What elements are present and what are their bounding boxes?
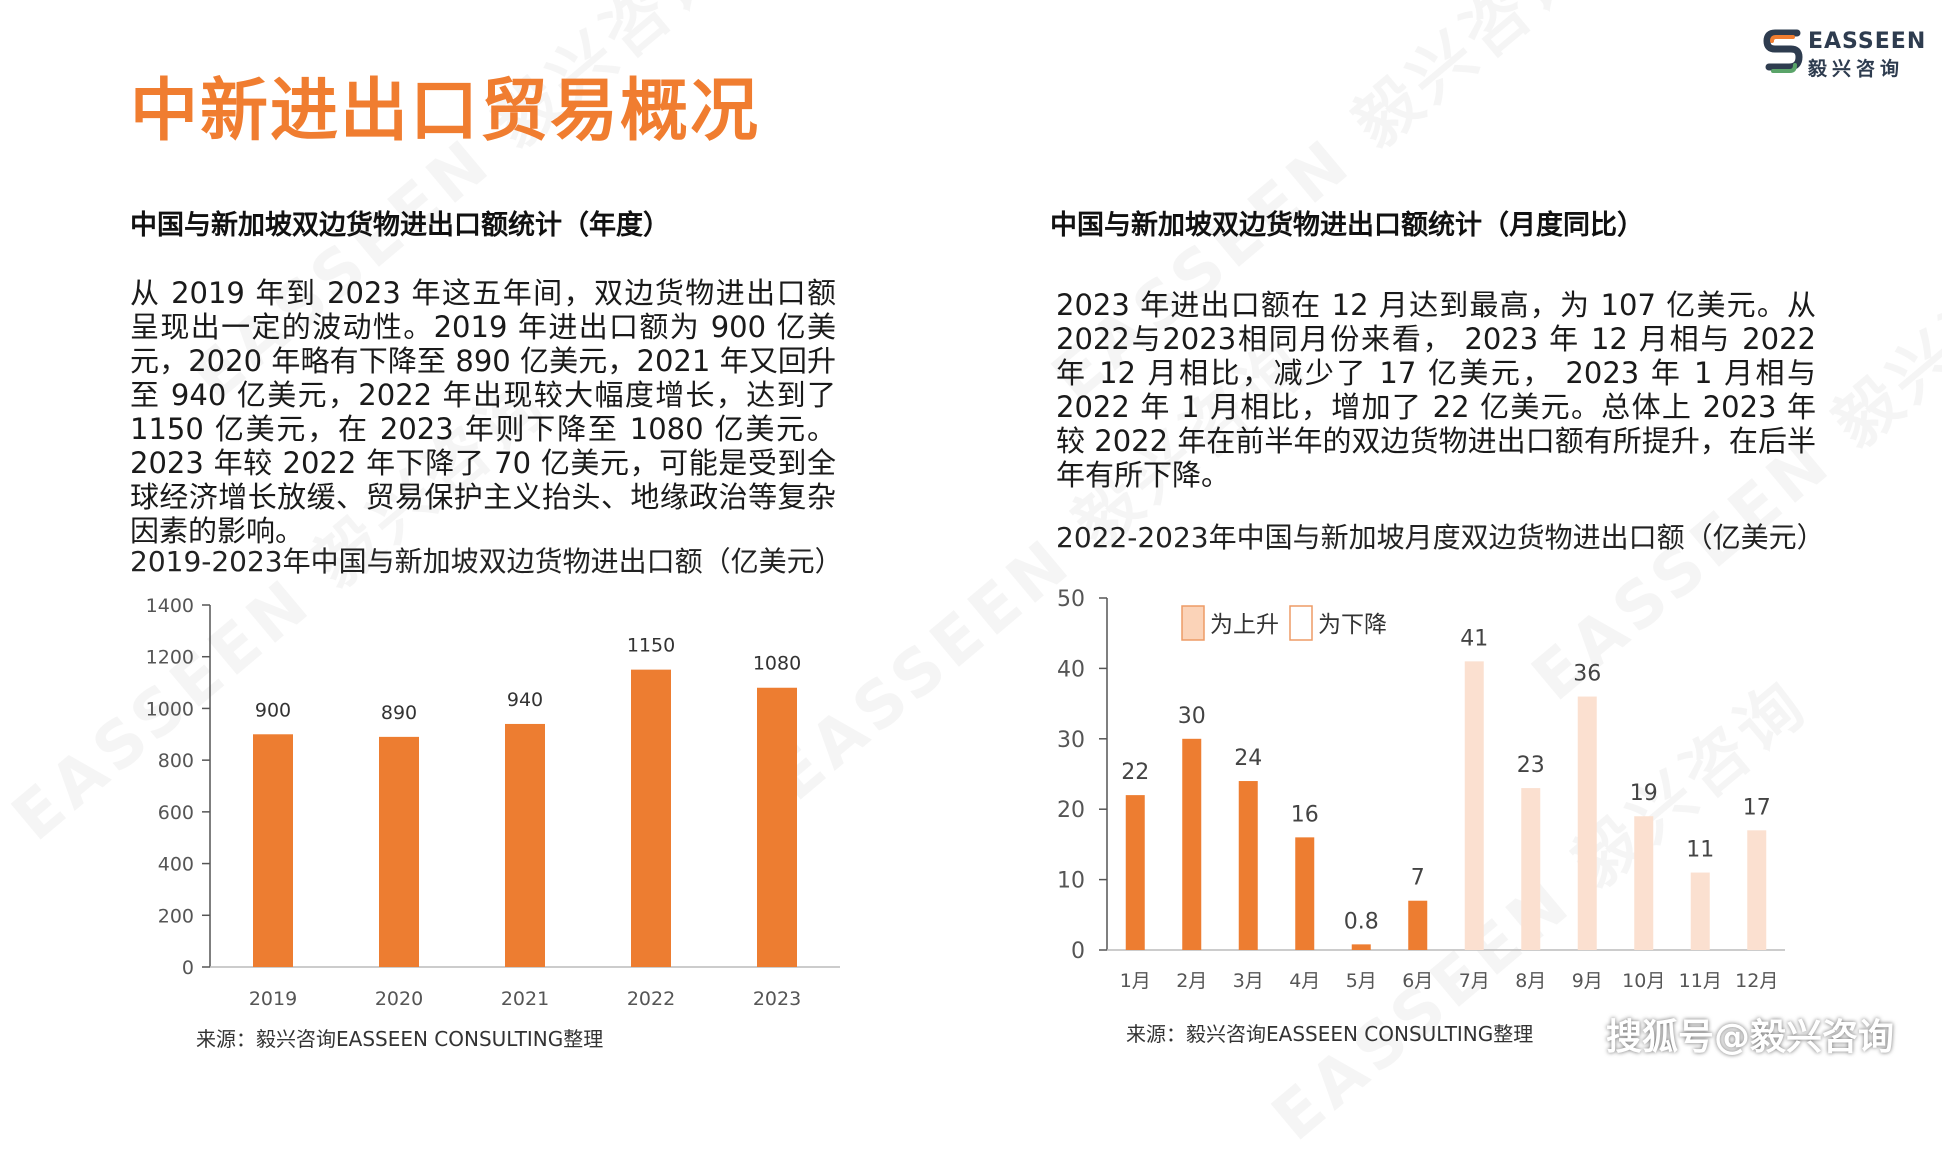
- bar: [757, 687, 797, 967]
- bar: [505, 723, 545, 967]
- annual-bar-chart: 0 200 400 600 800 1000 1200 1400 900 2019 890 2020 9…: [146, 595, 840, 1010]
- y-tick-label: 40: [1057, 657, 1085, 682]
- data-label: 41: [1460, 626, 1488, 651]
- x-tick-label: 9月: [1572, 970, 1603, 992]
- bar: [1577, 696, 1597, 950]
- data-label: 1150: [627, 635, 675, 657]
- y-tick-label: 200: [158, 905, 194, 927]
- y-tick-label: 30: [1057, 728, 1085, 753]
- bar: [1747, 830, 1767, 950]
- bar: [1295, 837, 1315, 950]
- bar: [1634, 816, 1654, 950]
- data-label: 36: [1573, 662, 1601, 687]
- x-tick-label: 2023: [753, 988, 801, 1010]
- legend-swatch: [1181, 605, 1205, 641]
- x-tick-label: 7月: [1459, 970, 1490, 992]
- y-tick-label: 0: [1071, 939, 1085, 964]
- logo-text-en: EASSEEN: [1808, 29, 1927, 54]
- monthly-bar-chart: 0 10 20 30 40 50 22 1月 30 2月 24 3月 16 4月 0.8 5月 7 6月 41 7月 2…: [1057, 587, 1785, 992]
- data-label: 30: [1178, 704, 1206, 729]
- bar: [1238, 781, 1258, 950]
- legend-label: 为下降: [1318, 612, 1387, 638]
- x-tick-label: 10月: [1622, 970, 1665, 992]
- x-tick-label: 8月: [1515, 970, 1546, 992]
- x-tick-label: 4月: [1289, 970, 1320, 992]
- y-tick-label: 0: [182, 957, 194, 979]
- annual-chart-title: 2019-2023年中国与新加坡双边货物进出口额（亿美元）: [130, 545, 843, 578]
- bar: [1408, 900, 1428, 950]
- y-tick-label: 1200: [146, 647, 194, 669]
- brand-logo: EASSEEN 毅兴咨询: [1763, 27, 1927, 80]
- x-tick-label: 2020: [375, 988, 423, 1010]
- bar: [1182, 738, 1202, 950]
- x-tick-label: 11月: [1679, 970, 1722, 992]
- data-label: 1080: [753, 653, 801, 675]
- right-section-title: 中国与新加坡双边货物进出口额统计（月度同比）: [1050, 210, 1644, 241]
- data-label: 900: [255, 699, 291, 721]
- footer-brand: 搜狐号@毅兴咨询: [1605, 1017, 1894, 1058]
- y-tick-label: 1000: [146, 698, 194, 720]
- left-source-note: 来源：毅兴咨询EASSEEN CONSULTING整理: [196, 1027, 604, 1051]
- y-tick-label: 10: [1057, 869, 1085, 894]
- logo-mark-icon: [1763, 29, 1803, 73]
- bar: [1690, 872, 1710, 950]
- right-source-note: 来源：毅兴咨询EASSEEN CONSULTING整理: [1126, 1022, 1534, 1046]
- bar: [1521, 788, 1541, 950]
- bar: [253, 734, 293, 967]
- x-tick-label: 5月: [1346, 970, 1377, 992]
- monthly-chart-title: 2022-2023年中国与新加坡月度双边货物进出口额（亿美元）: [1056, 521, 1825, 554]
- x-tick-label: 3月: [1233, 970, 1264, 992]
- bar: [1464, 661, 1484, 950]
- x-tick-label: 2月: [1176, 970, 1207, 992]
- bar: [1351, 944, 1371, 950]
- bar: [631, 669, 671, 967]
- y-tick-label: 20: [1057, 798, 1085, 823]
- data-label: 19: [1630, 781, 1658, 806]
- left-section-title: 中国与新加坡双边货物进出口额统计（年度）: [130, 210, 670, 241]
- left-paragraph: 从 2019 年到 2023 年这五年间，双边货物进出口额呈现出一定的波动性。2…: [130, 276, 836, 548]
- logo-text-cn: 毅兴咨询: [1808, 58, 1905, 80]
- x-tick-label: 2021: [501, 988, 549, 1010]
- page-title: 中新进出口贸易概况: [130, 72, 761, 151]
- data-label: 940: [507, 689, 543, 711]
- y-tick-label: 800: [158, 750, 194, 772]
- legend-label: 为上升: [1210, 612, 1279, 638]
- data-label: 17: [1743, 795, 1771, 820]
- x-tick-label: 2022: [627, 988, 675, 1010]
- y-tick-label: 50: [1057, 587, 1085, 612]
- data-label: 23: [1517, 753, 1545, 778]
- data-label: 24: [1234, 746, 1262, 771]
- bar: [379, 736, 419, 967]
- data-label: 22: [1121, 760, 1149, 785]
- bar: [1125, 795, 1145, 950]
- x-tick-label: 2019: [249, 988, 297, 1010]
- right-paragraph: 2023 年进出口额在 12 月达到最高，为 107 亿美元。从2022与202…: [1056, 288, 1816, 492]
- data-label: 11: [1686, 838, 1714, 863]
- x-tick-label: 6月: [1402, 970, 1433, 992]
- y-tick-label: 600: [158, 802, 194, 824]
- y-tick-label: 400: [158, 854, 194, 876]
- data-label: 0.8: [1344, 909, 1379, 934]
- data-label: 16: [1291, 802, 1319, 827]
- y-tick-label: 1400: [146, 595, 194, 617]
- legend-swatch: [1289, 605, 1313, 641]
- data-label: 890: [381, 702, 417, 724]
- data-label: 7: [1411, 866, 1425, 891]
- x-tick-label: 12月: [1735, 970, 1778, 992]
- x-tick-label: 1月: [1120, 970, 1151, 992]
